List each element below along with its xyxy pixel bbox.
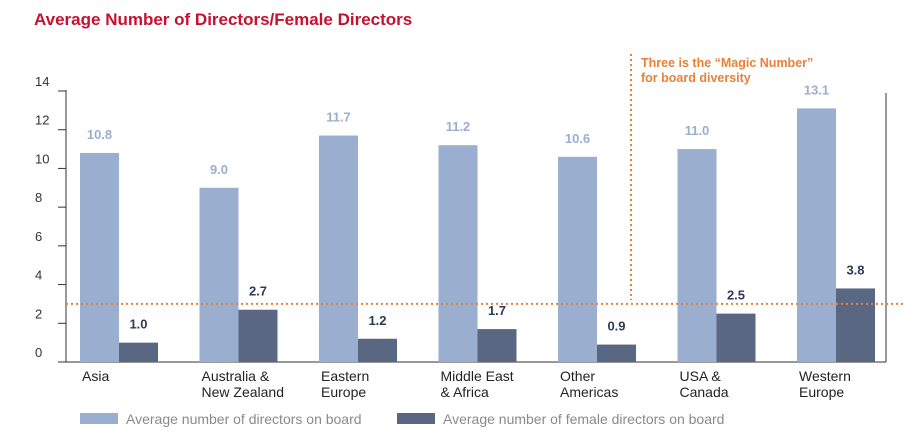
data-label-directors: 11.2	[446, 119, 471, 134]
data-label-directors: 9.0	[210, 162, 228, 177]
legend-swatch	[397, 413, 435, 424]
bar-directors	[319, 135, 358, 362]
bar-female-directors	[477, 329, 517, 362]
data-label-directors: 11.7	[326, 110, 351, 125]
data-label-female-directors: 1.2	[368, 313, 386, 328]
bar-female-directors	[597, 344, 636, 362]
data-label-female-directors: 1.7	[488, 303, 506, 318]
bar-female-directors	[358, 338, 397, 362]
bar-directors	[438, 145, 478, 362]
data-label-female-directors: 2.7	[249, 284, 267, 299]
bar-female-directors	[836, 288, 875, 362]
bar-female-directors	[716, 313, 756, 362]
bar-female-directors	[238, 309, 278, 362]
y-tick-label: 10	[35, 151, 49, 166]
y-tick-label: 8	[35, 190, 42, 205]
data-label-directors: 10.6	[565, 131, 590, 146]
x-tick-label: Australia & New Zealand	[202, 368, 285, 400]
magic-number-annotation: Three is the “Magic Number” for board div…	[641, 56, 813, 85]
legend-label: Average number of directors on board	[126, 411, 362, 427]
data-label-directors: 11.0	[685, 123, 710, 138]
bar-directors	[80, 152, 119, 362]
chart-title: Average Number of Directors/Female Direc…	[34, 10, 413, 29]
y-tick-label: 14	[35, 74, 49, 89]
x-tick-label: Other Americas	[560, 368, 618, 400]
data-label-directors: 10.8	[87, 127, 112, 142]
data-label-directors: 13.1	[804, 82, 829, 97]
data-label-female-directors: 2.5	[727, 288, 745, 303]
legend-swatch	[80, 413, 118, 424]
y-tick-label: 6	[35, 229, 42, 244]
y-tick-label: 2	[35, 306, 42, 321]
x-tick-label: Eastern Europe	[321, 368, 369, 400]
data-label-female-directors: 1.0	[129, 317, 147, 332]
x-tick-label: Asia	[82, 368, 109, 384]
data-label-female-directors: 3.8	[846, 262, 864, 277]
x-tick-label: USA & Canada	[680, 368, 729, 400]
y-tick-label: 0	[35, 345, 42, 360]
x-tick-label: Western Europe	[799, 368, 851, 400]
bar-directors	[199, 187, 239, 362]
bar-directors	[558, 156, 597, 362]
bar-female-directors	[119, 342, 158, 362]
data-label-female-directors: 0.9	[607, 319, 625, 334]
bar-directors	[677, 149, 717, 362]
legend-label: Average number of female directors on bo…	[443, 411, 724, 427]
y-tick-label: 4	[35, 268, 42, 283]
x-tick-label: Middle East & Africa	[441, 368, 514, 400]
bar-directors	[797, 108, 836, 363]
y-tick-label: 12	[35, 113, 49, 128]
